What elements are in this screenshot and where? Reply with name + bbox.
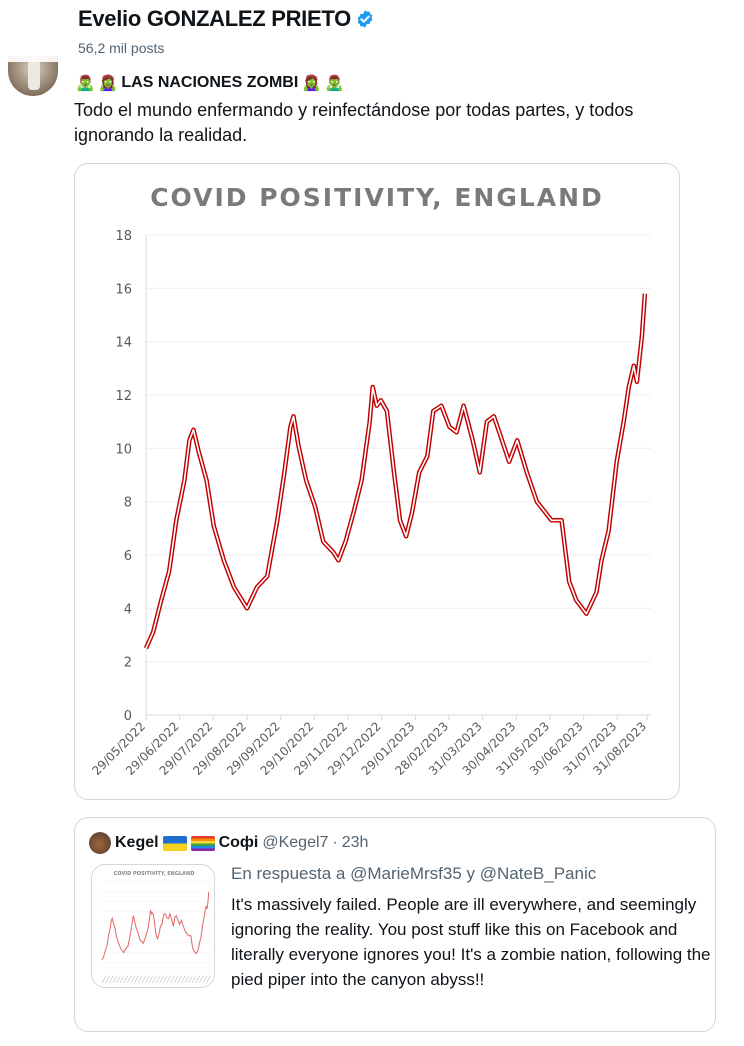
profile-name-row: Evelio GONZALEZ PRIETO bbox=[78, 6, 375, 32]
posts-count: 56,2 mil posts bbox=[78, 40, 165, 56]
quote-text: It's massively failed. People are ill ev… bbox=[231, 895, 711, 989]
tweet-text: Todo el mundo enfermando y reinfectándos… bbox=[74, 100, 634, 145]
quote-chart-thumbnail[interactable]: COVID POSITIVITY, ENGLAND bbox=[91, 864, 215, 988]
thumb-x-tick bbox=[137, 975, 143, 984]
thumb-x-tick bbox=[152, 975, 157, 984]
y-tick-label: 18 bbox=[115, 229, 132, 244]
profile-name: Evelio GONZALEZ PRIETO bbox=[78, 6, 351, 31]
quote-header: Kegel Софі @Kegel7 · 23h bbox=[89, 832, 368, 854]
separator-dot: · bbox=[332, 834, 338, 851]
y-tick-label: 14 bbox=[115, 336, 132, 351]
thumb-x-tick bbox=[206, 975, 211, 984]
chart-image[interactable]: COVID POSITIVITY, ENGLAND 0 2 4 6 8 10 12 14 16 1… bbox=[74, 163, 680, 800]
thumbnail-chart: COVID POSITIVITY, ENGLAND bbox=[101, 871, 211, 984]
series-line bbox=[145, 293, 646, 649]
quote-author-avatar[interactable] bbox=[89, 832, 111, 854]
zombie-man-icon: 🧟‍♂️ bbox=[324, 75, 344, 92]
zombie-woman-icon: 🧟‍♀️ bbox=[98, 75, 118, 92]
profile-header: Evelio GONZALEZ PRIETO 56,2 mil posts bbox=[0, 0, 744, 62]
thumb-x-tick bbox=[184, 975, 190, 984]
tweet-title-row: 🧟‍♂️ 🧟‍♀️ LAS NACIONES ZOMBI 🧟‍♀️ 🧟‍♂️ bbox=[76, 74, 344, 92]
quote-author-name[interactable]: Kegel bbox=[115, 834, 159, 851]
thumb-x-tick bbox=[119, 975, 125, 984]
thumb-x-tick bbox=[177, 975, 182, 984]
quoted-tweet[interactable]: Kegel Софі @Kegel7 · 23h COVID POSITIVIT… bbox=[74, 817, 716, 1032]
verified-badge-icon bbox=[357, 10, 373, 28]
y-tick-label: 4 bbox=[124, 602, 132, 617]
thumb-x-tick bbox=[108, 975, 114, 984]
thumb-x-tick bbox=[134, 975, 139, 984]
thumb-x-tick bbox=[123, 975, 128, 984]
thumb-x-tick bbox=[155, 975, 161, 984]
author-avatar[interactable] bbox=[8, 56, 58, 96]
thumb-x-tick bbox=[101, 975, 107, 984]
thumb-x-tick bbox=[170, 975, 175, 984]
thumb-x-tick bbox=[141, 975, 146, 984]
zombie-woman-icon: 🧟‍♀️ bbox=[302, 75, 321, 92]
thumb-x-tick bbox=[130, 975, 136, 984]
thumb-x-tick bbox=[198, 975, 204, 984]
y-tick-label: 2 bbox=[124, 656, 132, 671]
thumb-x-tick bbox=[166, 975, 172, 984]
quote-author-handle[interactable]: @Kegel7 bbox=[262, 834, 329, 851]
thumb-x-tick bbox=[144, 975, 150, 984]
thumb-x-tick bbox=[191, 975, 197, 984]
thumb-x-tick bbox=[173, 975, 179, 984]
thumb-x-tick bbox=[126, 975, 132, 984]
thumb-series-line bbox=[101, 892, 210, 961]
y-tick-label: 6 bbox=[124, 549, 132, 564]
thumb-x-tick bbox=[180, 975, 186, 984]
line-chart: COVID POSITIVITY, ENGLAND 0 2 4 6 8 10 12 14 16 1… bbox=[89, 183, 651, 778]
quote-author-name-suffix: Софі bbox=[218, 834, 259, 851]
thumb-x-tick bbox=[195, 975, 200, 984]
thumb-x-tick bbox=[112, 975, 118, 984]
y-tick-label: 8 bbox=[124, 496, 132, 511]
y-tick-label: 0 bbox=[124, 709, 132, 724]
reply-context[interactable]: En respuesta a @MarieMrsf35 y @NateB_Pan… bbox=[231, 864, 597, 883]
quote-timestamp[interactable]: 23h bbox=[341, 834, 369, 851]
chart-title: COVID POSITIVITY, ENGLAND bbox=[150, 183, 604, 212]
ukraine-flag-icon bbox=[162, 835, 187, 851]
thumb-x-tick bbox=[116, 975, 121, 984]
thumb-x-tick bbox=[162, 975, 168, 984]
y-tick-label: 12 bbox=[115, 389, 132, 404]
y-tick-label: 16 bbox=[115, 282, 132, 297]
tweet-title: LAS NACIONES ZOMBI bbox=[121, 74, 299, 91]
thumb-x-tick bbox=[188, 975, 193, 984]
zombie-man-icon: 🧟‍♂️ bbox=[76, 75, 95, 92]
y-tick-label: 10 bbox=[115, 442, 132, 457]
rainbow-flag-icon bbox=[190, 835, 215, 851]
thumb-x-tick bbox=[148, 975, 154, 984]
thumb-x-tick bbox=[105, 975, 110, 984]
thumb-x-tick bbox=[202, 975, 208, 984]
thumb-x-tick bbox=[159, 975, 164, 984]
series-line-outline bbox=[143, 293, 648, 650]
thumbnail-title: COVID POSITIVITY, ENGLAND bbox=[114, 871, 195, 877]
